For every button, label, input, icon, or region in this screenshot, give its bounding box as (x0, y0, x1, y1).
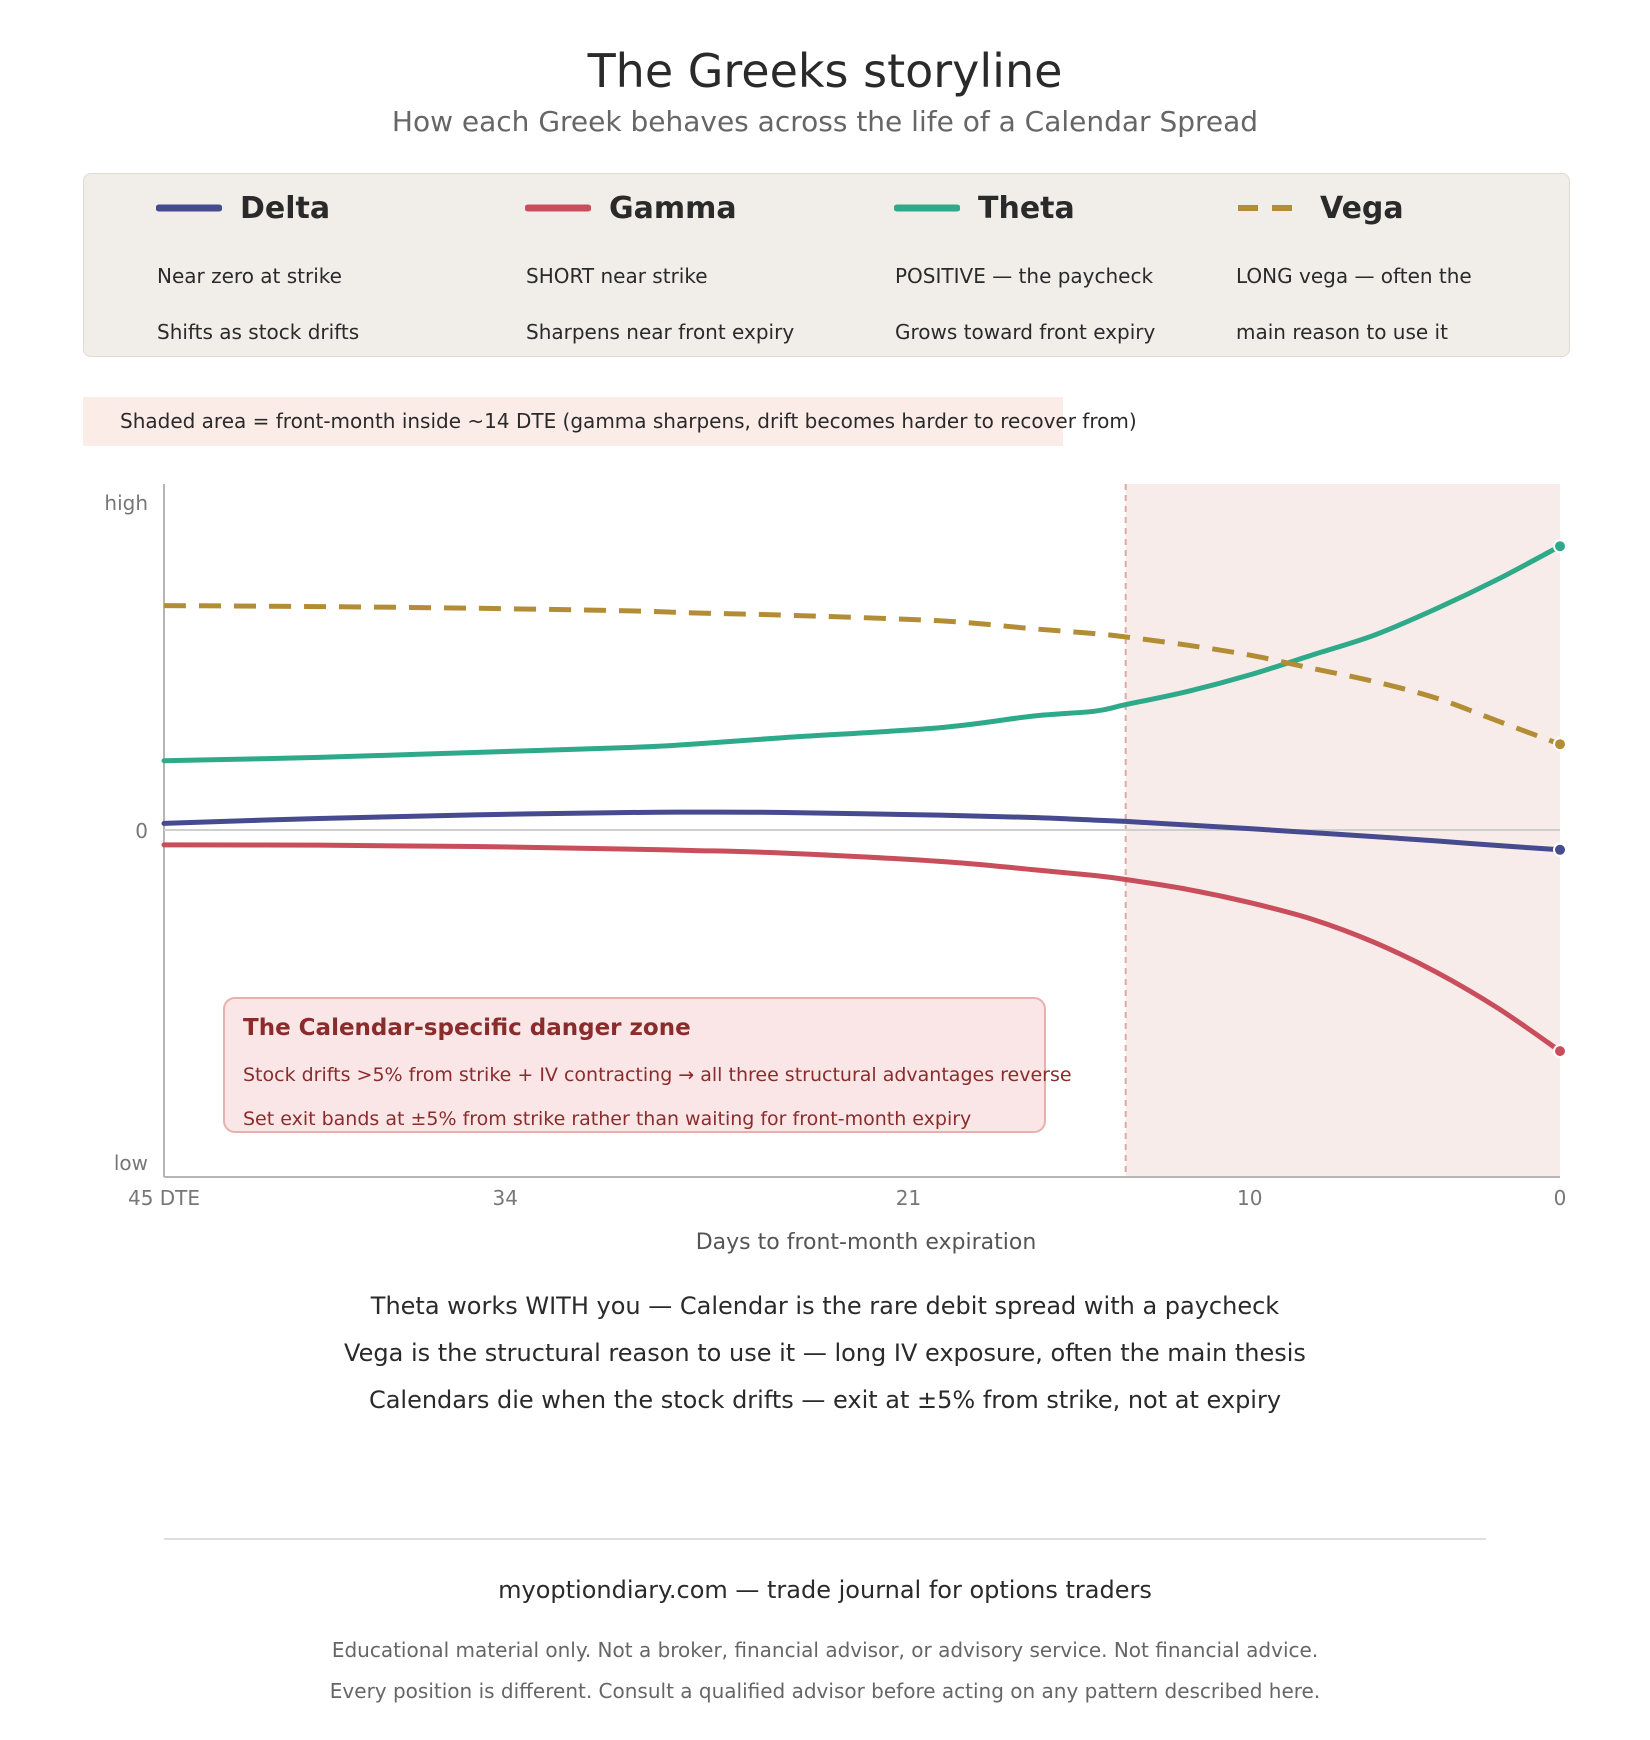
takeaways: Theta works WITH you — Calendar is the r… (0, 1292, 1650, 1433)
delta-swatch (156, 204, 222, 212)
footer-divider (164, 1538, 1486, 1540)
series-endpoint-theta (1553, 539, 1567, 554)
takeaway-vega: Vega is the structural reason to use it … (344, 1339, 1306, 1367)
legend-desc-vega-1: LONG vega — often the (1236, 264, 1472, 288)
series-endpoint-gamma (1553, 1044, 1567, 1059)
legend-desc-vega-2: main reason to use it (1236, 320, 1448, 344)
y-tick-label: 0 (135, 819, 148, 843)
danger-zone-line-2: Set exit bands at ±5% from strike rather… (243, 1108, 972, 1130)
legend-desc-delta-1: Near zero at strike (157, 264, 342, 288)
x-tick-label: 45 DTE (128, 1186, 200, 1210)
shaded-area-note: Shaded area = front-month inside ~14 DTE… (120, 409, 1137, 433)
legend-desc-theta-1: POSITIVE — the paycheck (895, 264, 1154, 288)
vega-swatch (1238, 205, 1294, 211)
danger-zone-title: The Calendar-specific danger zone (243, 1015, 691, 1041)
takeaway-theta: Theta works WITH you — Calendar is the r… (370, 1292, 1280, 1320)
x-axis-label: Days to front-month expiration (695, 1230, 1037, 1255)
takeaway-drift: Calendars die when the stock drifts — ex… (368, 1386, 1282, 1414)
danger-zone-callout (223, 997, 1046, 1133)
legend-name-gamma: Gamma (609, 190, 737, 226)
legend-desc-gamma-2: Sharpens near front expiry (526, 320, 795, 344)
greeks-line-chart: high 0 low 45 DTE 34 21 10 0 (104, 484, 1567, 1210)
shaded-area-note-background (83, 397, 1063, 446)
legend-name-vega: Vega (1320, 190, 1404, 226)
disclaimer-line-2: Every position is different. Consult a q… (329, 1679, 1321, 1703)
x-tick-label: 10 (1237, 1186, 1262, 1210)
x-tick-label: 0 (1554, 1186, 1567, 1210)
legend-desc-theta-2: Grows toward front expiry (895, 320, 1156, 344)
series-line-theta (161, 543, 1563, 764)
series-line-delta (161, 809, 1563, 853)
series-line-gamma (161, 842, 1563, 1054)
chart-subtitle: How each Greek behaves across the life o… (391, 105, 1259, 138)
legend-name-delta: Delta (240, 190, 331, 226)
x-tick-label: 34 (493, 1186, 518, 1210)
legend-desc-delta-2: Shifts as stock drifts (157, 320, 360, 344)
site-credit: myoptiondiary.com — trade journal for op… (498, 1576, 1152, 1604)
disclaimer-line-1: Educational material only. Not a broker,… (331, 1638, 1319, 1662)
danger-zone-line-1: Stock drifts >5% from strike + IV contra… (243, 1064, 1072, 1086)
legend-panel: Delta Near zero at strike Shifts as stoc… (83, 173, 1570, 357)
legend-name-theta: Theta (978, 190, 1075, 226)
chart-title: The Greeks storyline (587, 44, 1063, 98)
y-tick-label: low (114, 1151, 148, 1175)
series-endpoint-vega (1553, 737, 1567, 752)
y-tick-label: high (104, 491, 148, 515)
gamma-swatch (525, 204, 591, 212)
theta-swatch (894, 204, 960, 212)
legend-desc-gamma-1: SHORT near strike (526, 264, 708, 288)
x-tick-label: 21 (896, 1186, 921, 1210)
series-endpoint-delta (1553, 842, 1567, 857)
